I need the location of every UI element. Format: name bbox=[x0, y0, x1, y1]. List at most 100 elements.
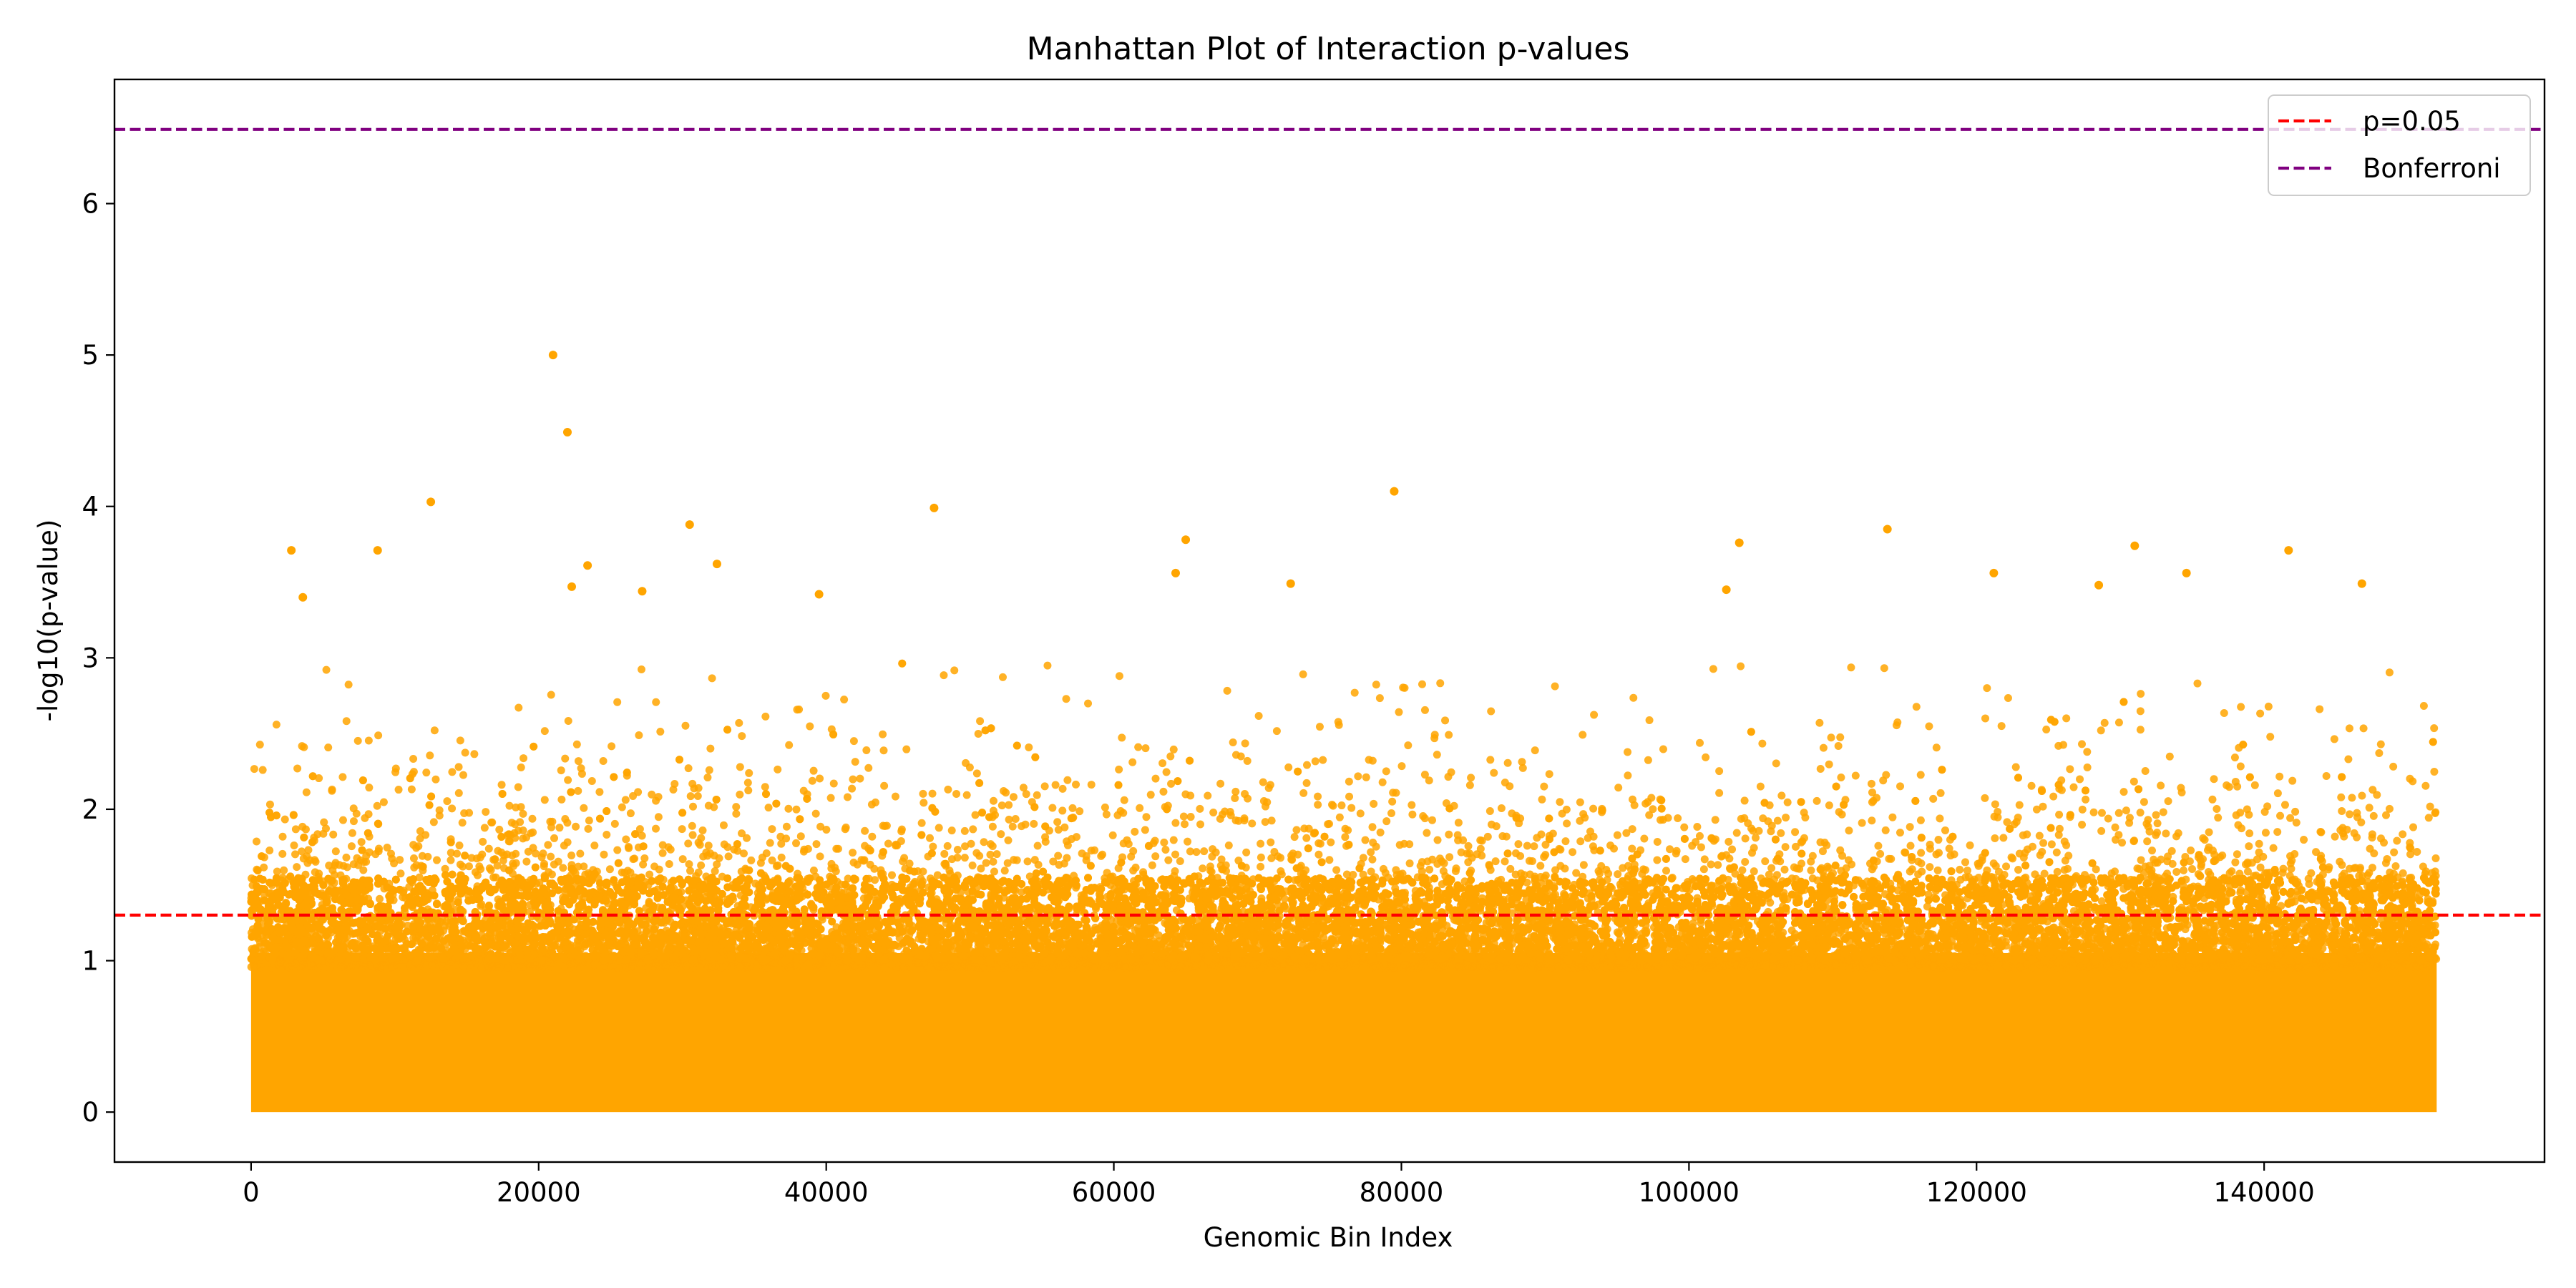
data-point bbox=[2373, 791, 2381, 799]
data-point bbox=[926, 834, 935, 842]
data-point bbox=[1773, 816, 1782, 825]
data-point bbox=[265, 800, 274, 809]
data-point bbox=[532, 849, 540, 858]
data-point bbox=[704, 841, 713, 850]
data-point bbox=[705, 766, 713, 774]
data-point bbox=[719, 821, 728, 829]
data-point bbox=[943, 841, 952, 850]
data-point bbox=[2337, 793, 2346, 801]
data-point bbox=[832, 844, 841, 853]
data-point bbox=[2177, 789, 2186, 797]
data-point bbox=[1141, 826, 1149, 834]
data-point bbox=[1372, 680, 1380, 689]
data-point bbox=[738, 829, 746, 838]
data-point bbox=[1506, 782, 1514, 791]
data-point bbox=[724, 852, 733, 861]
data-point bbox=[2039, 802, 2047, 811]
data-point bbox=[348, 829, 356, 837]
data-point bbox=[1169, 745, 1178, 753]
data-point bbox=[1428, 816, 1437, 824]
data-point bbox=[1465, 781, 1474, 789]
data-point bbox=[1662, 867, 1671, 875]
data-point bbox=[1917, 849, 1926, 857]
data-point bbox=[1300, 824, 1309, 833]
data-point bbox=[2042, 726, 2051, 734]
data-point bbox=[2300, 836, 2308, 844]
data-point bbox=[1387, 809, 1396, 818]
data-point bbox=[1681, 855, 1689, 864]
data-point bbox=[353, 736, 362, 745]
data-point bbox=[319, 829, 328, 838]
data-point bbox=[1433, 751, 1441, 759]
data-point bbox=[1916, 816, 1925, 824]
data-point bbox=[388, 854, 396, 863]
data-point bbox=[1896, 829, 1904, 837]
data-point bbox=[1836, 733, 1845, 741]
data-point bbox=[453, 849, 462, 858]
data-point bbox=[396, 869, 405, 878]
data-point bbox=[1783, 798, 1792, 806]
data-point bbox=[792, 839, 801, 847]
data-point bbox=[1551, 682, 1559, 691]
data-point bbox=[2141, 766, 2150, 775]
data-point bbox=[2035, 831, 2044, 840]
data-point bbox=[851, 758, 859, 766]
data-point bbox=[637, 665, 645, 674]
data-point bbox=[613, 698, 622, 706]
data-point bbox=[747, 856, 756, 864]
data-point bbox=[1299, 670, 1307, 678]
data-point bbox=[2236, 762, 2245, 771]
data-point bbox=[684, 839, 693, 848]
data-point bbox=[2097, 809, 2106, 817]
data-point bbox=[782, 822, 791, 831]
data-point bbox=[257, 960, 265, 968]
data-point bbox=[1674, 814, 1682, 823]
data-point bbox=[1815, 718, 1824, 727]
data-point bbox=[1991, 834, 1999, 843]
data-point bbox=[1700, 855, 1709, 864]
data-point bbox=[1538, 795, 1546, 804]
data-point bbox=[2245, 842, 2253, 851]
data-point bbox=[302, 788, 311, 796]
data-point bbox=[1332, 866, 1341, 874]
data-point bbox=[2279, 864, 2288, 873]
data-point bbox=[1590, 711, 1599, 719]
data-point bbox=[1834, 742, 1843, 751]
data-point bbox=[595, 788, 604, 796]
data-point bbox=[383, 843, 391, 852]
data-point bbox=[2338, 807, 2346, 816]
data-point bbox=[1536, 862, 1545, 870]
data-point bbox=[968, 862, 977, 870]
data-point bbox=[2148, 847, 2157, 855]
data-point bbox=[1171, 850, 1180, 859]
data-point bbox=[1240, 816, 1249, 825]
data-point bbox=[1023, 857, 1032, 866]
data-point bbox=[638, 831, 646, 840]
data-point bbox=[2140, 798, 2148, 806]
data-point bbox=[1653, 838, 1662, 847]
data-point bbox=[1356, 809, 1365, 818]
data-point bbox=[344, 680, 353, 689]
data-point bbox=[2007, 853, 2016, 862]
data-point bbox=[1108, 831, 1117, 839]
data-point bbox=[785, 741, 794, 749]
data-point bbox=[448, 804, 457, 813]
data-point bbox=[982, 859, 990, 867]
data-point bbox=[1740, 796, 1749, 805]
data-point bbox=[1589, 832, 1598, 841]
data-point bbox=[1874, 841, 1883, 850]
data-point bbox=[1452, 864, 1460, 873]
data-point bbox=[2399, 830, 2407, 839]
data-point bbox=[2280, 801, 2289, 809]
data-point bbox=[804, 844, 812, 853]
data-point bbox=[829, 779, 838, 788]
data-point bbox=[1624, 748, 1632, 756]
data-point bbox=[1441, 716, 1450, 725]
data-point bbox=[1368, 855, 1377, 864]
data-point bbox=[379, 798, 388, 806]
data-point bbox=[2188, 864, 2197, 873]
data-point bbox=[2082, 795, 2090, 804]
data-point bbox=[654, 813, 663, 821]
data-point bbox=[1025, 743, 1033, 751]
